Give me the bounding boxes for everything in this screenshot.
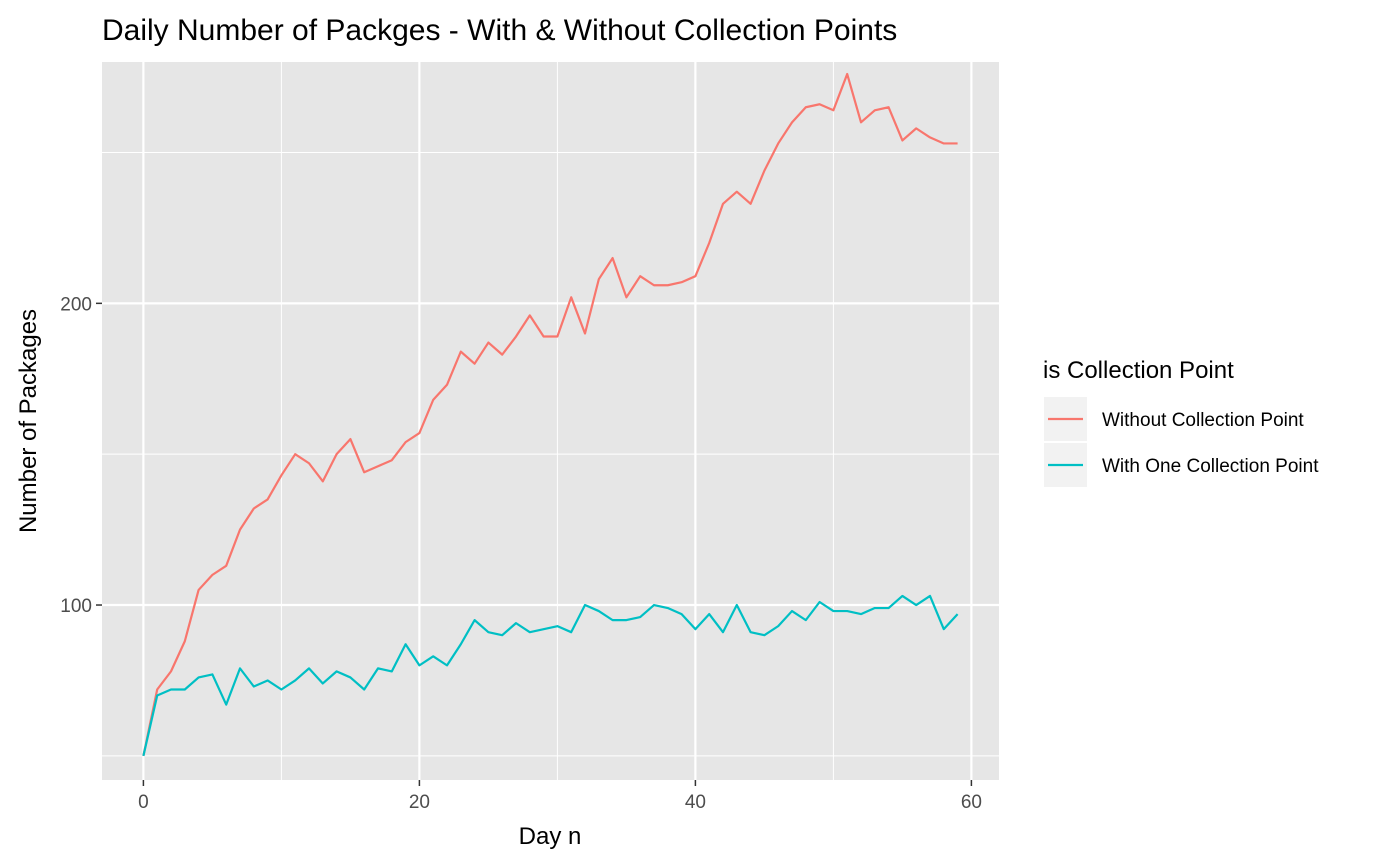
x-tick-label: 40 [685,792,706,813]
legend-label: Without Collection Point [1102,410,1304,431]
x-tick-label: 20 [409,792,430,813]
legend-items: Without Collection Point With One Collect… [1044,397,1319,487]
x-tick-label: 0 [138,792,149,813]
y-axis-title: Number of Packages [15,309,42,533]
legend-title: is Collection Point [1043,357,1234,384]
chart-title: Daily Number of Packges - With & Without… [102,14,897,47]
y-tick-label: 200 [60,294,92,315]
x-axis: 0 20 40 60 [138,780,982,813]
legend-label: With One Collection Point [1102,456,1319,477]
plot-panel [102,62,999,780]
series-lines [142,72,959,757]
x-axis-title: Day n [519,823,582,850]
legend: is Collection Point Without Collection P… [1043,357,1319,487]
y-axis: 100 200 [60,294,102,617]
y-tick-label: 100 [60,596,92,617]
major-gridlines [102,62,999,780]
x-tick-label: 60 [961,792,982,813]
series-line [142,72,958,757]
minor-gridlines [102,62,999,780]
series-line [142,594,959,757]
